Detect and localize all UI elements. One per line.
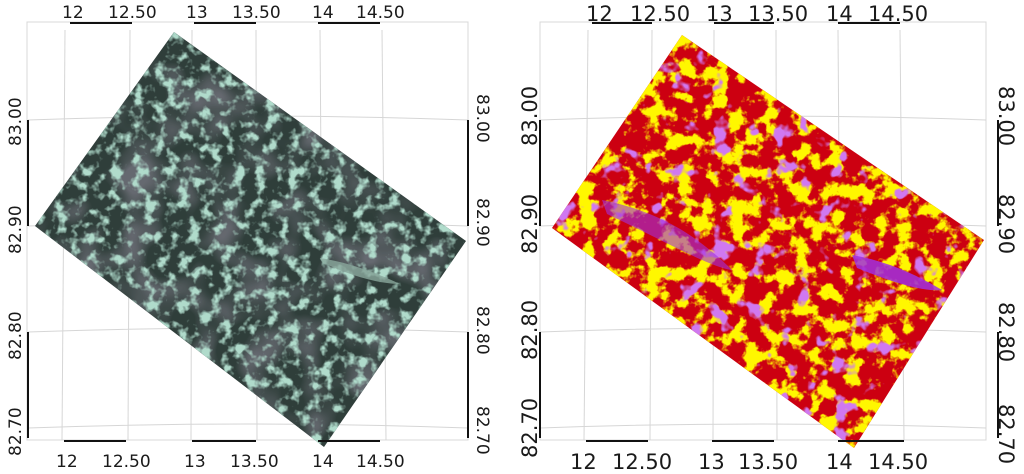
bottom-axis-labels: 12 12.50 13 13.50 14 14.50 (56, 452, 405, 472)
right-tick-label: 83.00 (472, 94, 492, 143)
left-tick-label: 82.70 (518, 398, 542, 458)
satellite-scene (35, 32, 466, 447)
top-tick-label: 12.50 (630, 2, 690, 26)
bottom-tick-label: 12 (570, 450, 597, 474)
classification-map-panel: 12 12.50 13 13.50 14 14.50 12 12.50 13 1… (512, 0, 1024, 474)
bottom-tick-label: 14 (312, 452, 334, 472)
top-tick-label: 13.50 (748, 2, 808, 26)
left-tick-label: 82.70 (6, 407, 26, 456)
left-tick-label: 82.80 (6, 311, 26, 360)
top-tick-label: 12 (586, 2, 613, 26)
right-tick-label: 82.90 (472, 198, 492, 247)
right-tick-label: 82.80 (994, 302, 1018, 362)
right-axis-labels: 83.00 82.90 82.80 82.70 (472, 94, 492, 455)
bottom-tick-label: 12.50 (612, 450, 672, 474)
left-tick-label: 82.90 (6, 205, 26, 254)
top-axis-labels: 12 12.50 13 13.50 14 14.50 (586, 2, 928, 26)
bottom-axis-labels: 12 12.50 13 13.50 14 14.50 (570, 450, 928, 474)
right-tick-label: 82.90 (994, 194, 1018, 254)
right-tick-label: 83.00 (994, 86, 1018, 146)
bottom-tick-label: 12.50 (102, 452, 151, 472)
top-tick-label: 14.50 (868, 2, 928, 26)
left-axis-labels: 83.00 82.90 82.80 82.70 (518, 86, 542, 458)
top-tick-label: 14.50 (356, 3, 405, 23)
scale-bars (539, 22, 999, 442)
left-tick-label: 82.90 (518, 194, 542, 254)
bottom-tick-label: 13.50 (230, 452, 279, 472)
top-tick-label: 13 (186, 3, 208, 23)
bottom-tick-label: 14.50 (356, 452, 405, 472)
left-axis-labels: 83.00 82.90 82.80 82.70 (6, 97, 26, 456)
right-tick-label: 82.80 (472, 306, 492, 355)
satellite-map: 12 12.50 13 13.50 14 14.50 12 12.50 13 1… (6, 3, 492, 472)
right-tick-label: 82.70 (472, 406, 492, 455)
bottom-tick-label: 13.50 (738, 450, 798, 474)
classification-scene (552, 35, 984, 448)
top-tick-label: 14 (826, 2, 853, 26)
classification-map: 12 12.50 13 13.50 14 14.50 12 12.50 13 1… (518, 2, 1018, 474)
left-tick-label: 83.00 (518, 86, 542, 146)
right-tick-label: 82.70 (994, 404, 1018, 464)
bottom-tick-label: 13 (698, 450, 725, 474)
bottom-tick-label: 14 (826, 450, 853, 474)
satellite-image-panel: 12 12.50 13 13.50 14 14.50 12 12.50 13 1… (0, 0, 500, 474)
top-axis-labels: 12 12.50 13 13.50 14 14.50 (62, 3, 405, 23)
bottom-tick-label: 12 (56, 452, 78, 472)
top-tick-label: 12.50 (108, 3, 157, 23)
top-tick-label: 13 (706, 2, 733, 26)
top-tick-label: 12 (62, 3, 84, 23)
left-tick-label: 83.00 (6, 97, 26, 146)
right-axis-labels: 83.00 82.90 82.80 82.70 (994, 86, 1018, 464)
top-tick-label: 14 (312, 3, 334, 23)
scale-bars (27, 22, 469, 442)
left-tick-label: 82.80 (518, 300, 542, 360)
top-tick-label: 13.50 (232, 3, 281, 23)
bottom-tick-label: 14.50 (868, 450, 928, 474)
bottom-tick-label: 13 (184, 452, 206, 472)
